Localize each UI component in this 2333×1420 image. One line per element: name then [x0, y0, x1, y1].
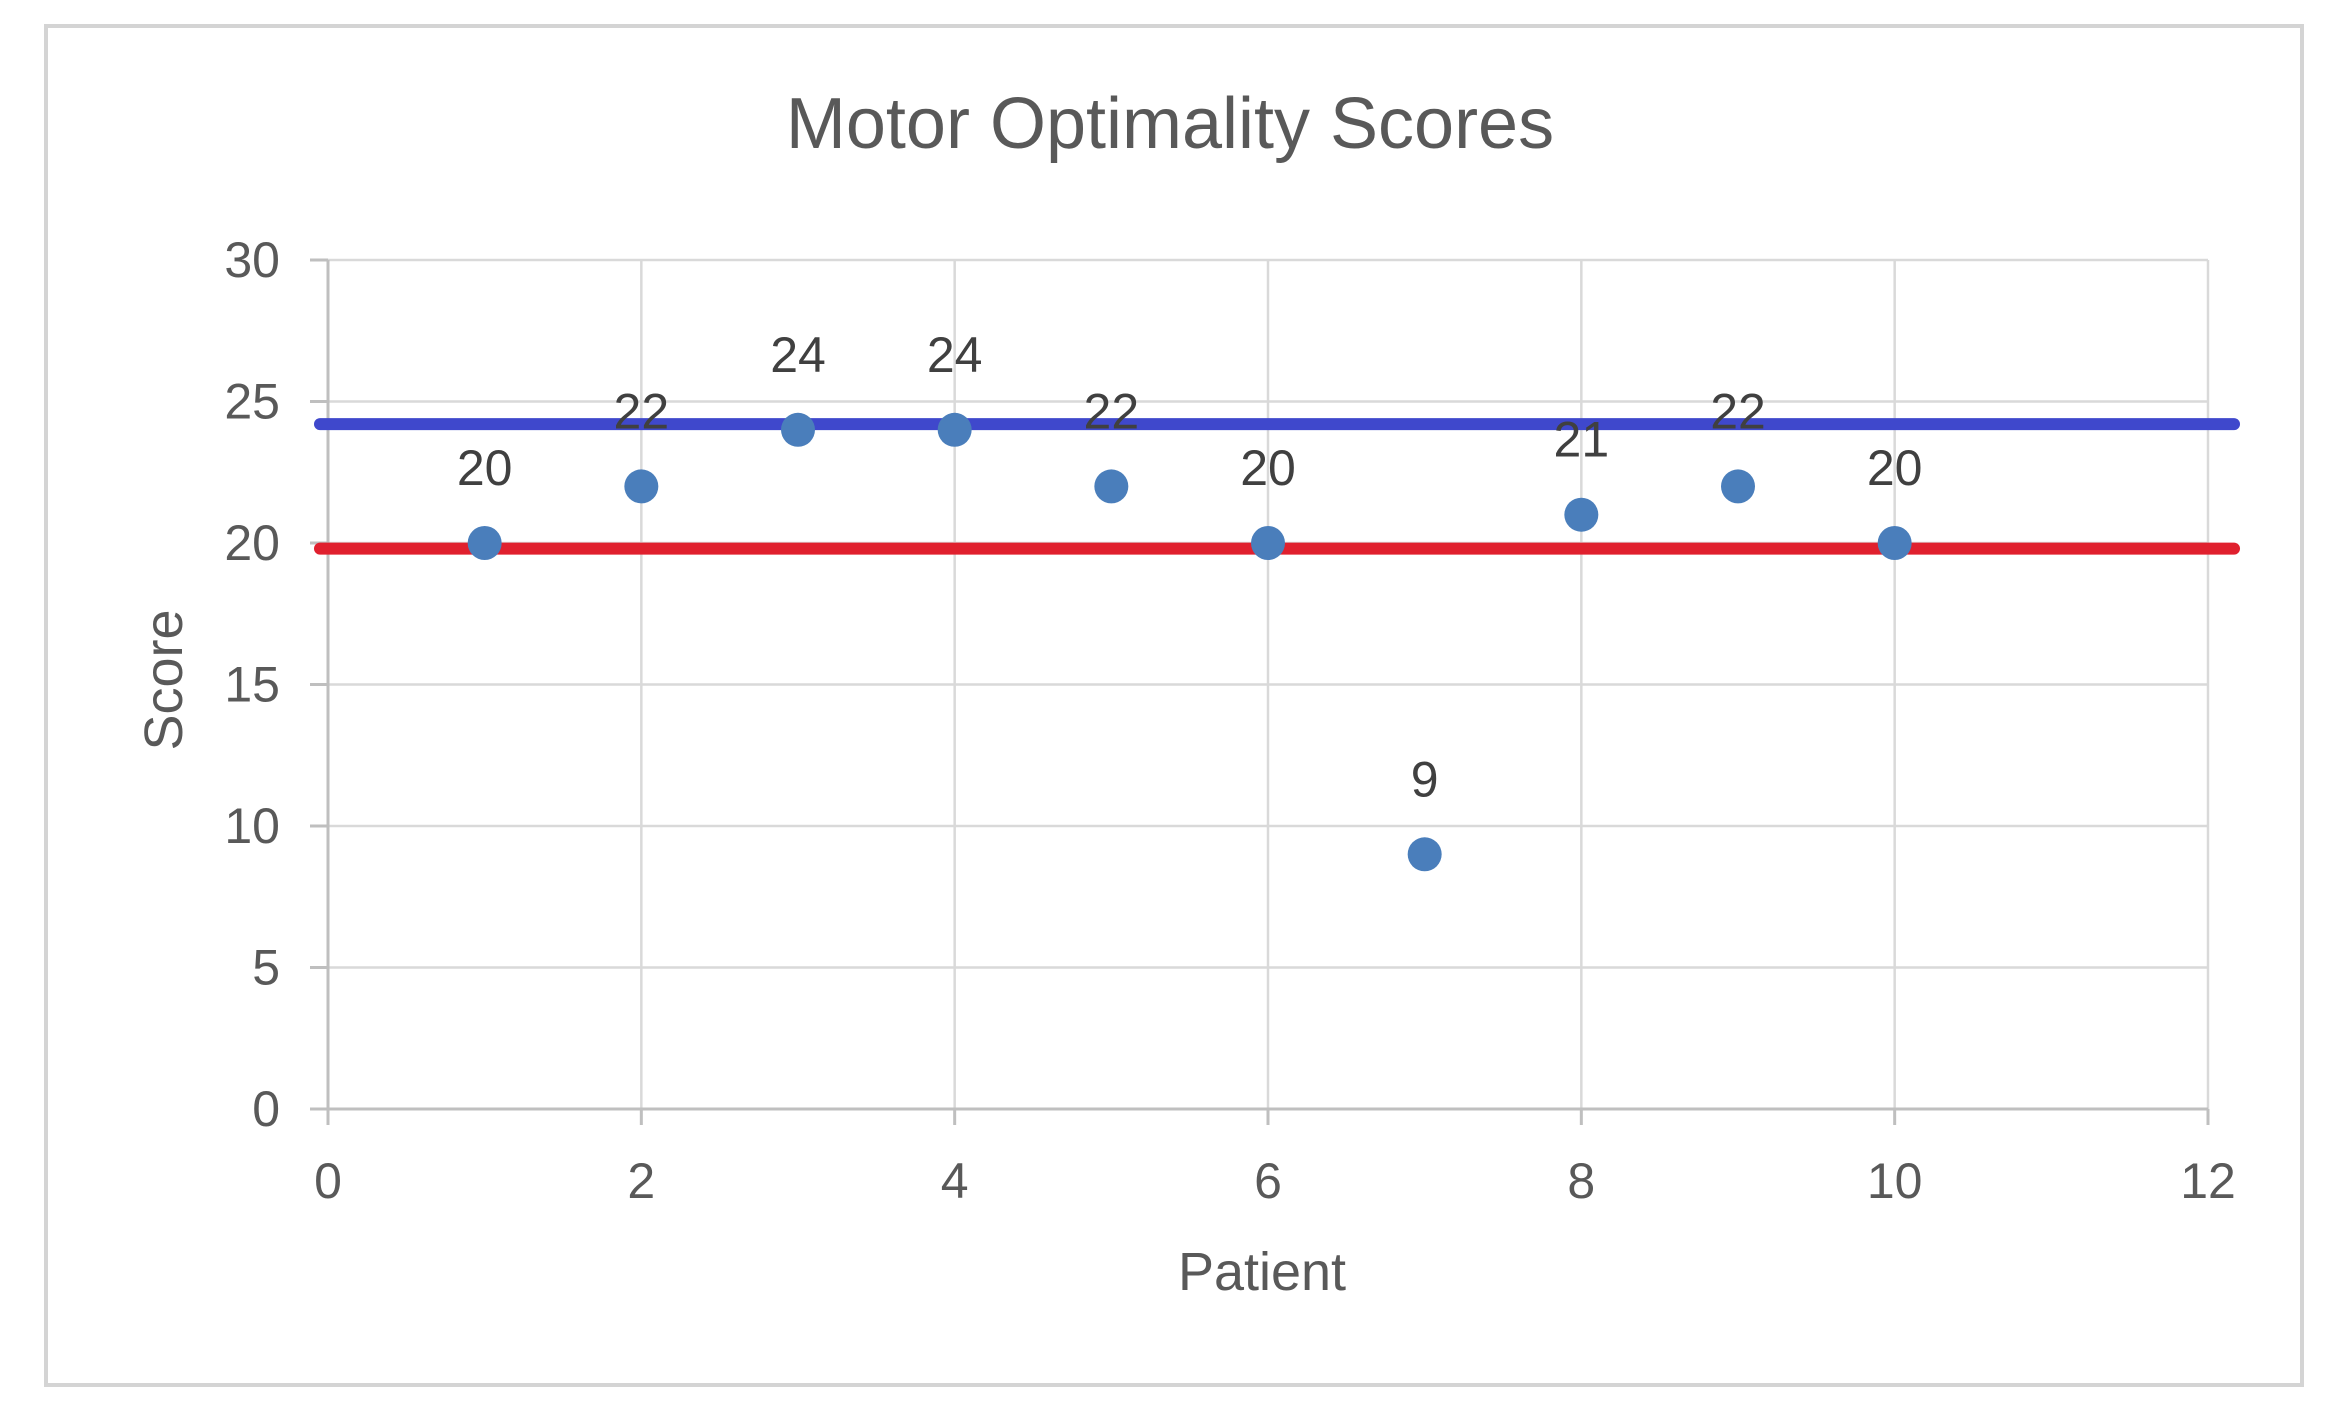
data-label: 22	[1710, 383, 1766, 439]
data-label: 24	[770, 327, 826, 383]
data-point	[781, 412, 815, 447]
chart-area	[44, 24, 2304, 1387]
data-label: 22	[614, 383, 670, 439]
data-label: 21	[1554, 412, 1610, 468]
y-tick-label: 15	[224, 657, 280, 713]
data-label: 22	[1084, 383, 1140, 439]
y-tick-label: 0	[252, 1081, 280, 1137]
data-point	[1877, 526, 1912, 560]
gridlines	[328, 258, 2210, 1109]
y-axis-title: Score	[134, 609, 194, 750]
data-point	[467, 526, 502, 560]
data-label: 24	[927, 327, 983, 383]
data-label: 9	[1411, 751, 1439, 807]
data-point	[1564, 497, 1599, 532]
x-tick-label: 12	[2180, 1153, 2236, 1209]
x-tick-label: 4	[941, 1153, 969, 1209]
y-tick-label: 30	[224, 232, 280, 288]
data-point	[624, 469, 659, 504]
data-label: 20	[1867, 440, 1923, 496]
data-point	[937, 412, 972, 447]
y-tick-label: 10	[224, 798, 280, 854]
data-point	[1094, 469, 1129, 504]
y-tick-label: 20	[224, 515, 280, 571]
data-label: 20	[1240, 440, 1296, 496]
x-tick-label: 8	[1567, 1153, 1595, 1209]
y-tick-label: 5	[252, 940, 280, 996]
data-point	[1407, 837, 1442, 872]
x-tick-label: 10	[1867, 1153, 1923, 1209]
x-tick-label: 2	[627, 1153, 655, 1209]
data-labels: 20 22 24 24 22 20 9 21 22 20	[457, 327, 1923, 808]
x-tick-label: 0	[314, 1153, 342, 1209]
x-tick-label: 6	[1254, 1153, 1282, 1209]
data-label: 20	[457, 440, 513, 496]
x-axis-title: Patient	[1178, 1242, 1346, 1302]
chart-title: Motor Optimality Scores	[786, 84, 1554, 164]
data-point	[1251, 526, 1285, 560]
data-points	[467, 412, 1912, 872]
y-tick-label: 25	[224, 374, 280, 430]
data-point	[1721, 469, 1755, 504]
